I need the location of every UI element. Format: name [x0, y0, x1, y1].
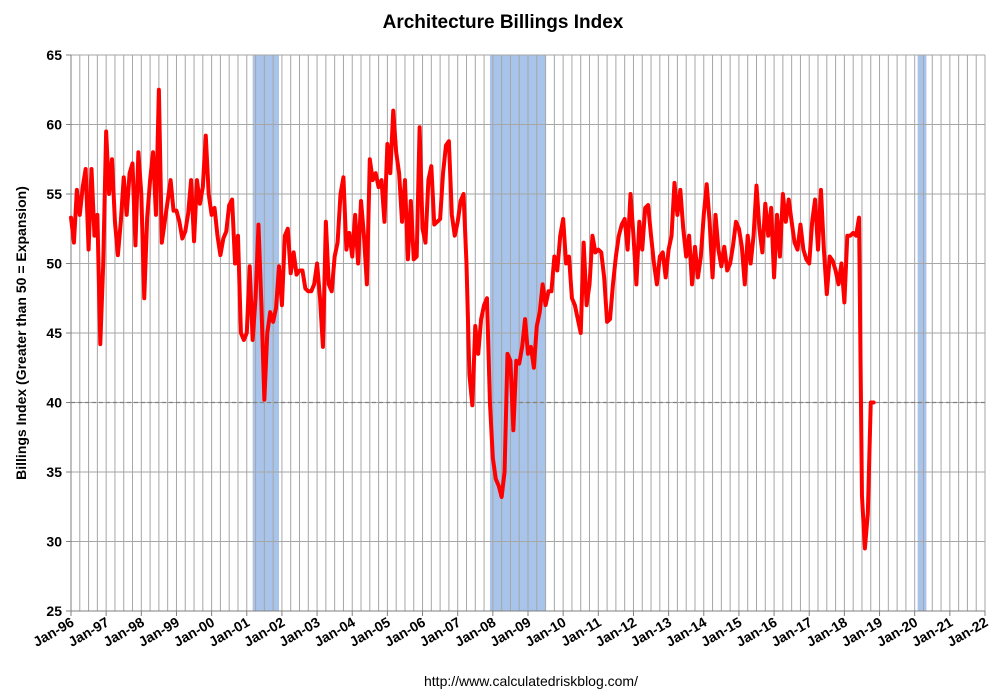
y-tick-label: 50	[46, 256, 62, 272]
x-tick-label: Jan-22	[944, 614, 991, 650]
y-tick-label: 40	[46, 395, 62, 411]
series-line-abi	[69, 87, 876, 551]
y-tick-label: 65	[46, 47, 62, 63]
chart-title: Architecture Billings Index	[383, 12, 624, 33]
y-tick-label: 25	[46, 603, 62, 619]
source-url: http://www.calculatedriskblog.com/	[424, 673, 638, 689]
y-tick-label: 30	[46, 534, 62, 550]
y-tick-label: 55	[46, 186, 62, 202]
series-layer	[69, 87, 876, 551]
y-axis-label: Billings Index (Greater than 50 = Expans…	[13, 186, 29, 480]
y-tick-label: 60	[46, 117, 62, 133]
x-tick-label: Jan-10	[522, 614, 569, 650]
grid-lines	[71, 54, 986, 611]
y-tick-label: 45	[46, 325, 62, 341]
y-tick-label: 35	[46, 464, 62, 480]
